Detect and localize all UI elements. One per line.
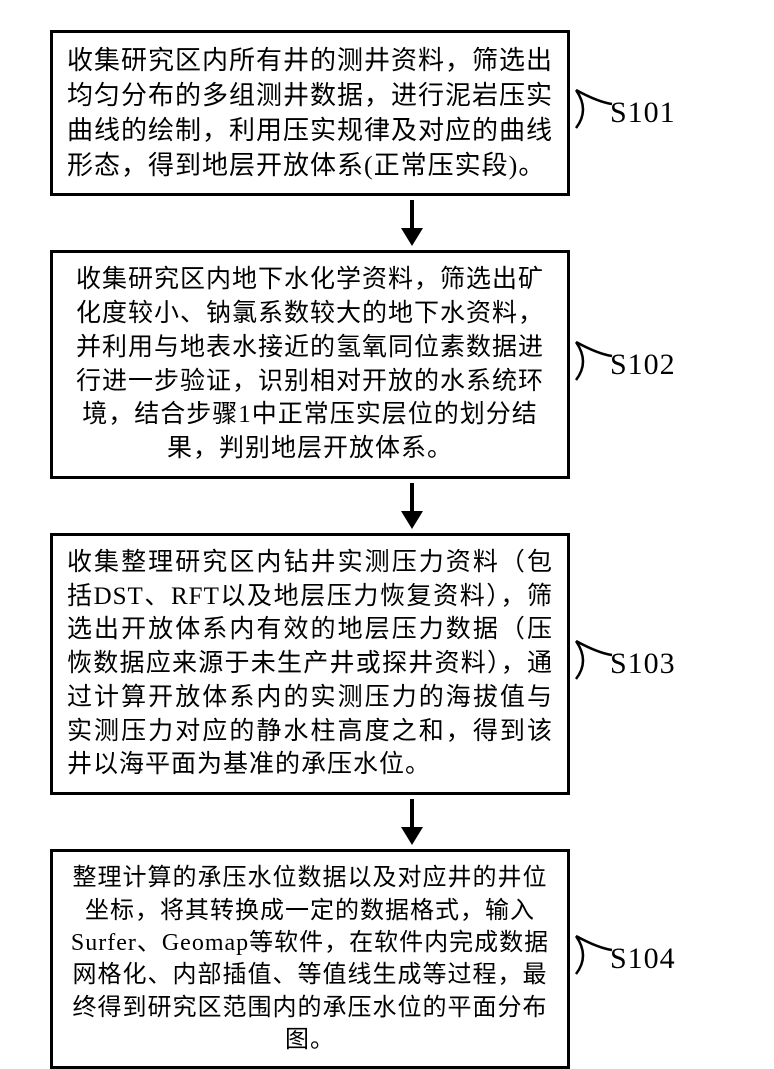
connector-curve-icon xyxy=(574,82,614,132)
arrow-2 xyxy=(152,479,672,533)
step-label-4: S104 xyxy=(610,942,676,976)
connector-curve-icon xyxy=(574,334,614,384)
step-id-2: S102 xyxy=(610,348,676,381)
step-box-4: 整理计算的承压水位数据以及对应井的井位坐标，将其转换成一定的数据格式，输入Sur… xyxy=(50,849,570,1069)
step-id-3: S103 xyxy=(610,647,676,680)
step-row-4: 整理计算的承压水位数据以及对应井的井位坐标，将其转换成一定的数据格式，输入Sur… xyxy=(50,849,774,1069)
arrow-down-icon xyxy=(397,799,427,845)
arrow-1 xyxy=(152,196,672,250)
arrow-down-icon xyxy=(397,483,427,529)
connector-curve-icon xyxy=(574,633,614,683)
step-label-2: S102 xyxy=(610,348,676,382)
step-id-1: S101 xyxy=(610,96,676,129)
step-row-1: 收集研究区内所有井的测井资料，筛选出均匀分布的多组测井数据，进行泥岩压实曲线的绘… xyxy=(50,30,774,196)
step-label-1: S101 xyxy=(610,96,676,130)
step-row-3: 收集整理研究区内钻井实测压力资料（包括DST、RFT以及地层压力恢复资料），筛选… xyxy=(50,533,774,795)
step-box-2: 收集研究区内地下水化学资料，筛选出矿化度较小、钠氯系数较大的地下水资料，并利用与… xyxy=(50,250,570,479)
connector-curve-icon xyxy=(574,928,614,978)
step-row-2: 收集研究区内地下水化学资料，筛选出矿化度较小、钠氯系数较大的地下水资料，并利用与… xyxy=(50,250,774,479)
step-text-2: 收集研究区内地下水化学资料，筛选出矿化度较小、钠氯系数较大的地下水资料，并利用与… xyxy=(67,263,553,466)
step-text-3: 收集整理研究区内钻井实测压力资料（包括DST、RFT以及地层压力恢复资料），筛选… xyxy=(67,546,553,782)
step-label-3: S103 xyxy=(610,647,676,681)
arrow-3 xyxy=(152,795,672,849)
arrow-down-icon xyxy=(397,200,427,246)
step-text-4: 整理计算的承压水位数据以及对应井的井位坐标，将其转换成一定的数据格式，输入Sur… xyxy=(67,862,553,1056)
step-box-1: 收集研究区内所有井的测井资料，筛选出均匀分布的多组测井数据，进行泥岩压实曲线的绘… xyxy=(50,30,570,196)
step-text-1: 收集研究区内所有井的测井资料，筛选出均匀分布的多组测井数据，进行泥岩压实曲线的绘… xyxy=(67,43,553,183)
flowchart-container: 收集研究区内所有井的测井资料，筛选出均匀分布的多组测井数据，进行泥岩压实曲线的绘… xyxy=(0,0,774,1069)
step-box-3: 收集整理研究区内钻井实测压力资料（包括DST、RFT以及地层压力恢复资料），筛选… xyxy=(50,533,570,795)
step-id-4: S104 xyxy=(610,942,676,975)
